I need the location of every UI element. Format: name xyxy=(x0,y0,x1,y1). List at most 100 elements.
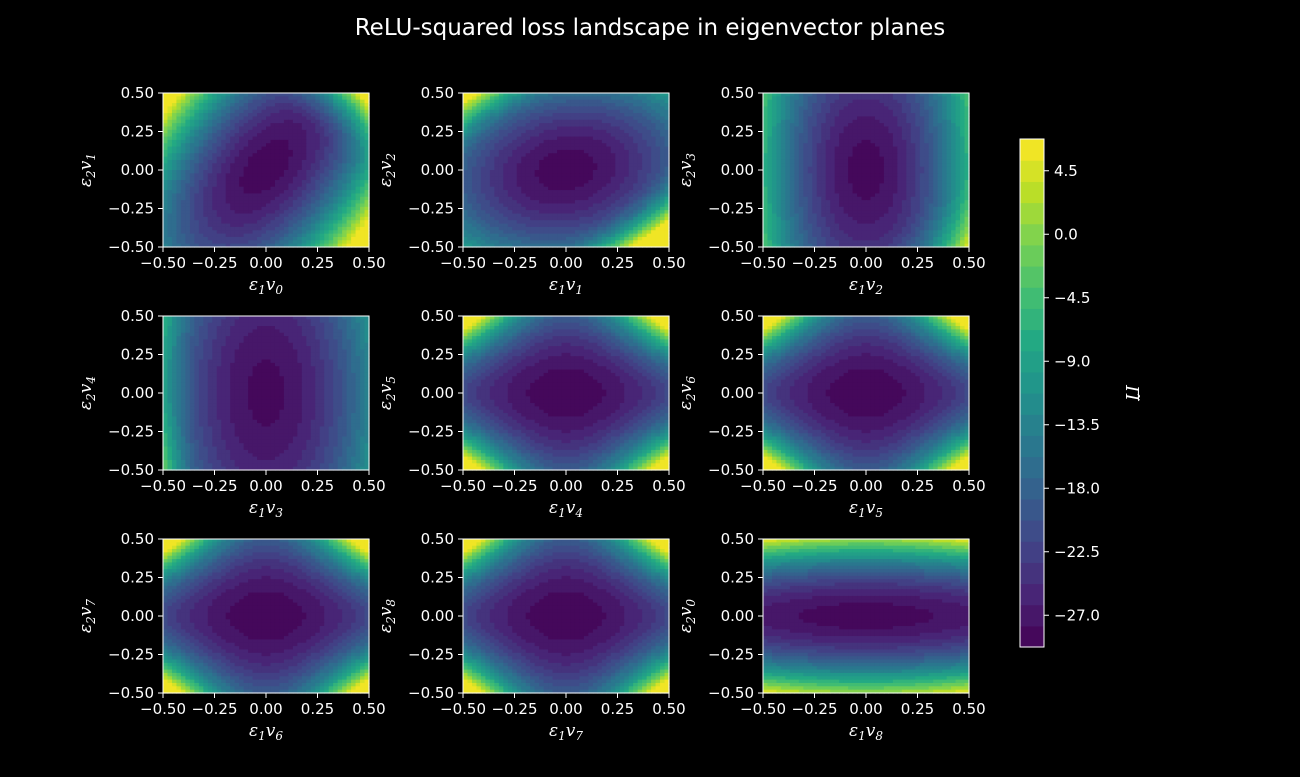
contour-cell xyxy=(167,243,173,248)
contour-cell xyxy=(910,106,916,111)
contour-cell xyxy=(660,193,666,198)
contour-cell xyxy=(525,103,531,107)
contour-cell xyxy=(664,233,670,238)
contour-cell xyxy=(610,136,616,141)
contour-cell xyxy=(534,213,540,218)
contour-cell xyxy=(566,230,572,235)
contour-cell xyxy=(646,206,652,211)
contour-cell xyxy=(306,170,312,174)
contour-cell xyxy=(539,139,545,144)
contour-cell xyxy=(288,190,294,195)
contour-cell xyxy=(476,109,482,114)
contour-cell xyxy=(512,216,518,221)
contour-cell xyxy=(243,163,249,168)
contour-cell xyxy=(185,133,191,138)
contour-cell xyxy=(212,193,218,198)
contour-cell xyxy=(610,223,616,228)
contour-cell xyxy=(861,129,867,134)
contour-cell xyxy=(534,176,540,181)
contour-cell xyxy=(185,99,191,104)
contour-cell xyxy=(951,139,957,144)
contour-cell xyxy=(539,183,545,188)
contour-cell xyxy=(771,139,778,144)
contour-cell xyxy=(628,96,634,101)
contour-cell xyxy=(266,196,272,201)
contour-cell xyxy=(910,113,916,118)
contour-cell xyxy=(498,223,504,228)
contour-cell xyxy=(163,210,169,215)
contour-cell xyxy=(897,126,903,131)
contour-cell xyxy=(355,113,361,118)
contour-cell xyxy=(257,133,263,138)
contour-cell xyxy=(780,109,786,114)
contour-cell xyxy=(351,190,357,195)
contour-cell xyxy=(579,200,585,205)
contour-cell xyxy=(310,213,316,218)
contour-cell xyxy=(521,139,527,144)
contour-cell xyxy=(467,170,473,174)
contour-cell xyxy=(848,129,854,134)
contour-cell xyxy=(266,103,272,107)
contour-cell xyxy=(767,116,773,121)
contour-cell xyxy=(525,143,531,148)
contour-cell xyxy=(548,96,554,101)
contour-cell xyxy=(561,206,567,211)
contour-cell xyxy=(785,116,791,121)
contour-cell xyxy=(503,126,509,131)
x-tick-label: −0.25 xyxy=(192,254,238,272)
contour-cell xyxy=(539,216,545,221)
contour-cell xyxy=(870,113,876,118)
contour-cell xyxy=(185,159,191,164)
contour-cell xyxy=(266,203,272,208)
contour-cell xyxy=(579,226,585,231)
contour-cell xyxy=(655,113,661,118)
contour-cell xyxy=(364,193,370,198)
contour-cell xyxy=(888,96,894,101)
contour-cell xyxy=(521,170,527,174)
contour-cell xyxy=(476,173,482,178)
contour-cell xyxy=(180,129,186,134)
contour-cell xyxy=(288,106,294,111)
contour-cell xyxy=(615,119,621,124)
contour-cell xyxy=(476,166,482,171)
contour-cell xyxy=(180,210,186,215)
contour-cell xyxy=(619,139,625,144)
contour-cell xyxy=(283,183,289,188)
contour-cell xyxy=(633,106,639,111)
contour-cell xyxy=(319,190,325,195)
contour-cell xyxy=(480,93,486,97)
contour-cell xyxy=(324,216,330,221)
contour-cell xyxy=(243,93,249,97)
contour-cell xyxy=(879,116,885,121)
contour-cell xyxy=(261,220,267,225)
contour-cell xyxy=(189,109,195,114)
contour-cell xyxy=(637,183,643,188)
contour-cell xyxy=(610,123,616,128)
contour-cell xyxy=(928,126,934,131)
contour-cell xyxy=(503,106,509,111)
contour-cell xyxy=(516,126,522,131)
contour-cell xyxy=(279,93,285,97)
contour-cell xyxy=(270,149,276,154)
contour-cell xyxy=(261,226,267,231)
contour-cell xyxy=(480,96,486,101)
contour-cell xyxy=(288,216,294,221)
contour-cell xyxy=(830,113,836,118)
contour-cell xyxy=(812,93,818,97)
contour-cell xyxy=(346,113,352,118)
contour-cell xyxy=(463,220,469,225)
contour-cell xyxy=(471,186,478,191)
contour-cell xyxy=(606,103,612,107)
contour-cell xyxy=(292,123,298,128)
contour-cell xyxy=(243,126,249,131)
contour-cell xyxy=(507,153,513,158)
contour-cell xyxy=(597,233,603,238)
contour-cell xyxy=(516,213,522,218)
contour-cell xyxy=(543,123,549,128)
contour-cell xyxy=(274,223,281,228)
contour-cell xyxy=(216,156,222,161)
contour-cell xyxy=(171,149,178,154)
contour-cell xyxy=(919,116,925,121)
contour-cell xyxy=(355,99,361,104)
contour-cell xyxy=(266,96,272,101)
